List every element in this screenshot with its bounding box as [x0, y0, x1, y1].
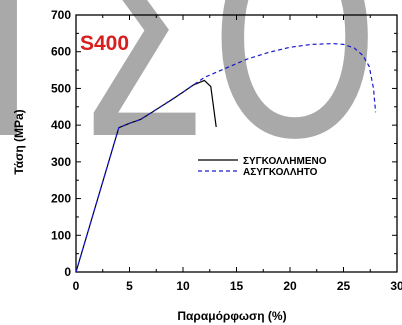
y-axis-label: Τάση (MPa) — [12, 109, 26, 174]
y-tick-label: 200 — [51, 192, 71, 206]
x-tick-label: 0 — [73, 279, 80, 293]
x-axis-label: Παραμόρφωση (%) — [177, 309, 286, 323]
y-tick-label: 500 — [51, 81, 71, 95]
x-tick-label: 30 — [390, 279, 402, 293]
legend-label: ΑΣΥΓΚΟΛΛΗΤΟ — [243, 167, 318, 178]
y-tick-label: 700 — [51, 8, 71, 22]
steel-grade-annotation: S400 — [80, 32, 129, 55]
watermark-text: ΤΣΟ — [0, 0, 380, 199]
x-tick-label: 5 — [126, 279, 133, 293]
data-series — [75, 42, 377, 273]
y-tick-label: 0 — [64, 265, 71, 279]
y-tick-label: 100 — [51, 228, 71, 242]
y-tick-label: 600 — [51, 45, 71, 59]
y-tick-label: 400 — [51, 118, 71, 132]
x-tick-label: 20 — [283, 279, 297, 293]
y-tick-label: 300 — [51, 155, 71, 169]
legend-label: ΣΥΓΚΟΛΛΗΜΕΝΟ — [243, 156, 327, 167]
x-tick-label: 15 — [230, 279, 244, 293]
x-tick-label: 10 — [176, 279, 190, 293]
x-tick-label: 25 — [337, 279, 351, 293]
